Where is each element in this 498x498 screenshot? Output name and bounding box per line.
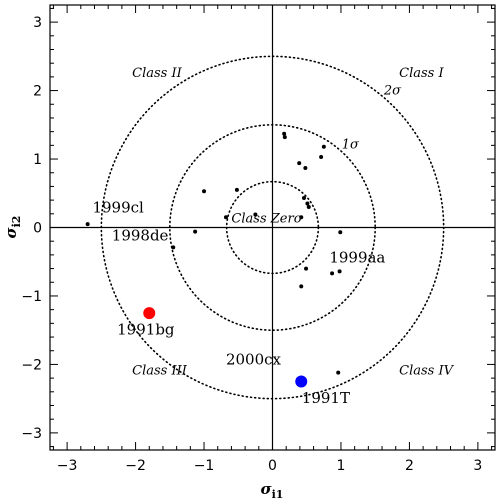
y-axis-title: σi2 — [2, 216, 23, 239]
data-point — [171, 245, 176, 250]
sigma-circle-label: 1σ — [342, 138, 360, 153]
data-point — [305, 201, 310, 206]
data-point — [338, 230, 343, 235]
data-point — [282, 135, 287, 140]
data-point — [330, 271, 335, 276]
data-point — [234, 187, 239, 192]
class-labels: Class I Class II Class III Class IV Class Ze… — [132, 66, 454, 379]
sn-label: 2000cx — [226, 350, 282, 368]
class-label: Class I — [399, 66, 444, 81]
zero-axes — [50, 5, 495, 450]
data-point — [301, 196, 306, 201]
data-point — [336, 370, 341, 375]
data-point — [297, 161, 302, 166]
y-tick-label: 3 — [33, 15, 42, 31]
y-tick-label: 0 — [33, 221, 42, 237]
data-point — [253, 212, 258, 217]
data-point — [202, 189, 207, 194]
class-label: Class III — [132, 364, 188, 379]
sn-label: 1998de — [112, 227, 169, 245]
data-point — [306, 204, 311, 209]
y-tick-label: −2 — [21, 357, 42, 373]
highlight-label: 1991bg — [117, 320, 175, 338]
data-point — [321, 144, 326, 149]
sn-label: 1999cl — [92, 198, 144, 216]
named-points: 1999cl 1998de 1999aa 2000cx — [92, 198, 385, 368]
y-tick-label: −3 — [21, 426, 42, 442]
y-tick-label: 2 — [33, 84, 42, 100]
data-point — [337, 269, 342, 274]
class-label: Class Zero — [231, 212, 301, 227]
data-point — [282, 131, 287, 136]
y-tick-label: 1 — [33, 152, 42, 168]
data-point — [193, 229, 198, 234]
data-point — [299, 215, 304, 220]
data-point — [223, 215, 228, 220]
x-tick-label: −2 — [125, 458, 146, 474]
sigma-circle-label: 2σ — [383, 84, 402, 99]
x-tick-label: 2 — [405, 458, 414, 474]
highlight-point — [143, 307, 156, 320]
data-point — [85, 222, 90, 227]
x-tick-label: 3 — [473, 458, 482, 474]
highlight-label: 1991T — [302, 389, 350, 407]
data-point — [299, 284, 304, 289]
data-point — [304, 266, 309, 271]
axis-ticks: −3 −2 −1 0 1 2 3 −3 −2 −1 0 1 2 3 — [21, 5, 495, 474]
class-label: Class II — [132, 66, 182, 81]
class-label: Class IV — [399, 364, 454, 379]
data-point — [319, 154, 324, 159]
x-tick-label: 0 — [268, 458, 277, 474]
x-tick-label: −3 — [57, 458, 78, 474]
highlight-points: 1991bg 1991T — [117, 307, 350, 407]
data-point — [303, 165, 308, 170]
x-tick-label: 1 — [337, 458, 346, 474]
x-axis-title: σi1 — [261, 480, 284, 498]
data-points — [85, 131, 343, 375]
x-tick-label: −1 — [194, 458, 215, 474]
highlight-point — [295, 375, 308, 388]
y-tick-label: −1 — [21, 289, 42, 305]
sn-label: 1999aa — [329, 248, 385, 266]
